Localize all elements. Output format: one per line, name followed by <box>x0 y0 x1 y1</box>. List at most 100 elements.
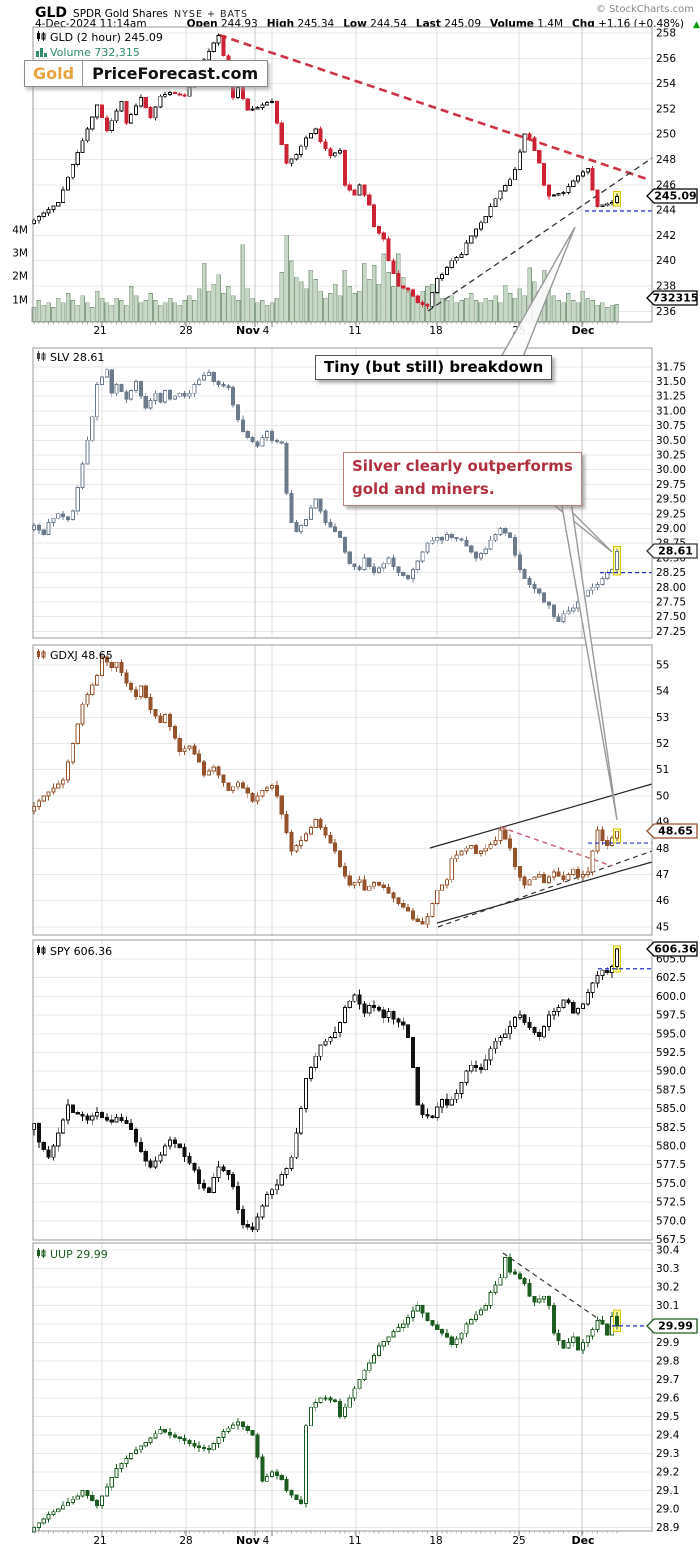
y-axis-label: 602.5 <box>656 972 686 984</box>
panel-spy: 605.0602.5600.0597.5595.0592.5590.0587.5… <box>31 939 698 1246</box>
candlestick-series <box>31 945 621 1232</box>
y-axis-label: 592.5 <box>656 1047 686 1059</box>
date-label: 4 <box>263 1535 270 1547</box>
volume-axis-label: 1M <box>12 295 28 307</box>
legend-gld: GLD (2 hour) 245.09 <box>36 31 163 45</box>
y-axis-label: 27.25 <box>656 626 686 638</box>
candlestick-series <box>31 33 621 310</box>
date-label: 21 <box>93 1535 106 1547</box>
legend-spy: SPY 606.36 <box>36 945 112 959</box>
y-axis-label: 246 <box>656 179 676 191</box>
date-label: 11 <box>348 1535 361 1547</box>
volume-bars-icon <box>36 47 47 60</box>
price-tag: 28.61 <box>646 543 698 559</box>
y-axis-label: 30.25 <box>656 450 686 462</box>
y-axis-label: 45 <box>656 921 669 933</box>
date-label: Dec <box>571 324 594 337</box>
y-axis-label: 254 <box>656 78 676 90</box>
legend-volume-label: Volume 732,315 <box>50 46 140 59</box>
date-label: 28 <box>179 325 192 337</box>
y-axis-label: 567.5 <box>656 1234 686 1246</box>
y-axis-label: 47 <box>656 869 669 881</box>
y-axis-label: 52 <box>656 738 669 750</box>
candlestick-series <box>31 653 621 929</box>
y-axis-label: 29.1 <box>656 1485 679 1497</box>
y-axis-label: 29.75 <box>656 479 686 491</box>
legend-slv: SLV 28.61 <box>36 351 104 365</box>
y-axis-label: 238 <box>656 281 676 293</box>
y-axis-label: 28.25 <box>656 567 686 579</box>
y-axis-label: 31.50 <box>656 376 686 388</box>
volume-axis-label: 2M <box>12 271 28 283</box>
candlestick-series <box>31 368 621 623</box>
trendline <box>429 783 653 849</box>
y-axis-label: 585.0 <box>656 1103 686 1115</box>
y-axis-label: 244 <box>656 205 676 217</box>
y-axis-label: 54 <box>656 686 670 698</box>
date-label: 28 <box>179 1535 192 1547</box>
date-label: 11 <box>348 325 361 337</box>
stockcharts-copyright: © StockCharts.com <box>595 4 694 15</box>
date-label: 21 <box>93 325 106 337</box>
y-axis-label: 575.0 <box>656 1178 686 1190</box>
legend-volume: Volume 732,315 <box>36 46 140 60</box>
callout-silver: Silver clearly outperforms gold and mine… <box>343 452 582 506</box>
y-axis-label: 570.0 <box>656 1215 686 1227</box>
y-axis-label: 27.50 <box>656 611 686 623</box>
svg-text:29.99: 29.99 <box>658 1320 693 1333</box>
up-triangle-icon: ▲ <box>692 20 700 30</box>
candlestick-icon <box>36 31 47 45</box>
y-axis-label: 53 <box>656 712 669 724</box>
panel-uup: 30.430.330.230.130.029.929.829.729.629.5… <box>31 1242 698 1534</box>
svg-text:245.09: 245.09 <box>654 190 696 203</box>
header-symbol: GLD <box>35 5 68 21</box>
legend-gdxj: GDXJ 48.65 <box>36 649 113 663</box>
y-axis-label: 29.3 <box>656 1448 679 1460</box>
watermark-site: PriceForecast.com <box>92 64 259 83</box>
legend-uup-label: UUP 29.99 <box>50 1248 108 1261</box>
y-axis-label: 30.3 <box>656 1263 679 1275</box>
y-axis-label: 29.25 <box>656 508 686 520</box>
y-axis-label: 29.4 <box>656 1430 680 1442</box>
y-axis-label: 577.5 <box>656 1159 686 1171</box>
callout-silver-line2: gold and miners. <box>352 480 495 499</box>
y-axis-label: 30.1 <box>656 1300 679 1312</box>
svg-text:606.36: 606.36 <box>654 943 697 956</box>
y-axis-label: 248 <box>656 154 676 166</box>
y-axis-label: 55 <box>656 659 669 671</box>
price-tag: 48.65 <box>646 823 698 839</box>
y-axis-label: 27.75 <box>656 597 686 609</box>
legend-slv-label: SLV 28.61 <box>50 351 105 364</box>
legend-uup: UUP 29.99 <box>36 1248 108 1262</box>
candlestick-icon <box>36 649 47 663</box>
candlestick-series <box>31 1253 621 1534</box>
y-axis-label: 51 <box>656 764 669 776</box>
trendline <box>436 861 653 924</box>
trendline <box>427 157 653 312</box>
y-axis-label: 31.00 <box>656 405 686 417</box>
y-axis-label: 256 <box>656 53 676 65</box>
legend-gld-label: GLD (2 hour) 245.09 <box>50 31 163 44</box>
y-axis-label: 29.00 <box>656 523 686 535</box>
date-label: 4 <box>263 325 270 337</box>
volume-axis-label: 4M <box>12 225 28 237</box>
y-axis-label: 595.0 <box>656 1028 686 1040</box>
volume-axis-label: 3M <box>12 248 28 260</box>
header-exchange: NYSE + BATS <box>174 9 249 20</box>
trendline <box>218 33 651 182</box>
y-axis-label: 582.5 <box>656 1122 686 1134</box>
y-axis-label: 236 <box>656 306 676 318</box>
y-axis-label: 29.50 <box>656 494 686 506</box>
callout-silver-line1: Silver clearly outperforms <box>352 457 573 475</box>
date-label: 25 <box>512 1535 525 1547</box>
y-axis-label: 28.9 <box>656 1522 679 1534</box>
header-name: SPDR Gold Shares <box>73 8 169 20</box>
date-label: Nov <box>236 324 261 337</box>
y-axis-label: 30.50 <box>656 435 686 447</box>
svg-text:28.61: 28.61 <box>658 545 693 558</box>
y-axis-label: 30.2 <box>656 1282 679 1294</box>
